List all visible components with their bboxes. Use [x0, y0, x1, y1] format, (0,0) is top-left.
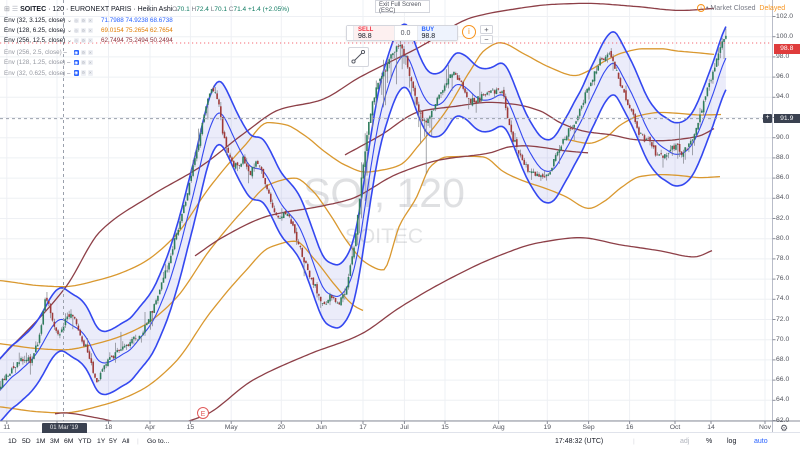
svg-text:E: E	[201, 411, 206, 418]
svg-text:SOI, 120: SOI, 120	[303, 170, 465, 216]
